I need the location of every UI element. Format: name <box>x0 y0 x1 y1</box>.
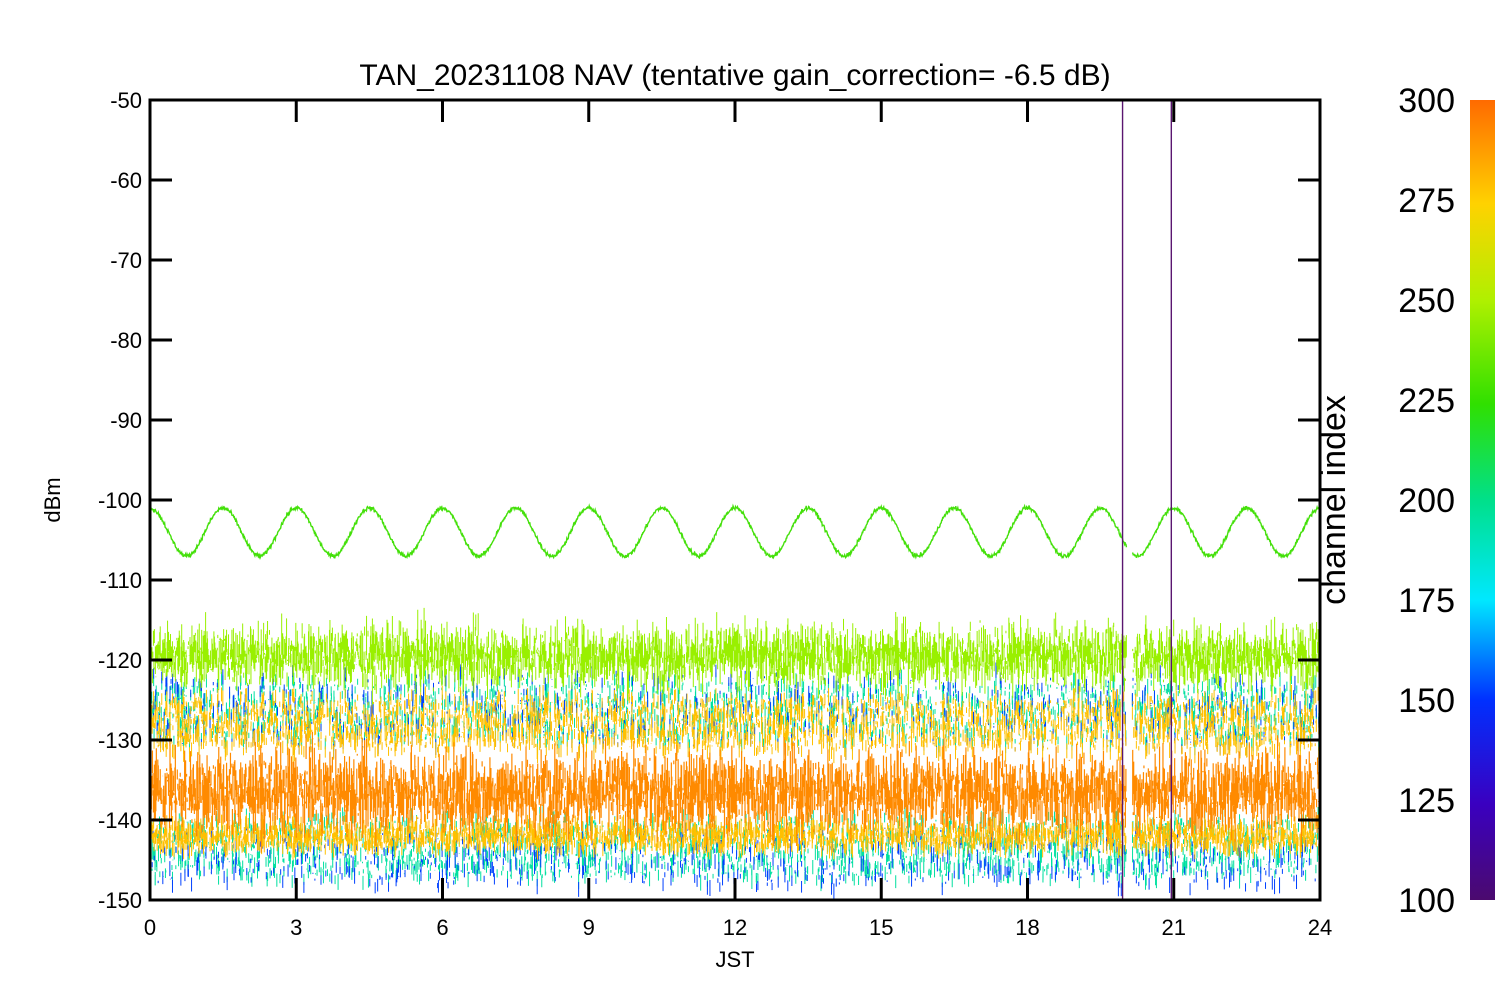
x-axis-ticks: 0 3 6 9 12 15 18 21 24 <box>144 100 1332 940</box>
colorbar-tick-label: 100 <box>1398 882 1455 920</box>
y-tick-label: -80 <box>110 328 142 353</box>
y-tick-label: -100 <box>98 488 142 513</box>
x-tick-label: 15 <box>869 915 893 940</box>
colorbar-label: channel index <box>1315 395 1353 605</box>
colorbar-tick-label: 175 <box>1398 582 1455 620</box>
y-tick-label: -150 <box>98 888 142 913</box>
y-axis-ticks: -50 -60 -70 -80 -90 -100 -110 -120 -130 -140 -150 <box>98 88 1320 913</box>
colorbar-ticks: 300 275 250 225 200 175 150 125 100 <box>1398 82 1455 920</box>
colorbar-tick-label: 250 <box>1398 282 1455 320</box>
y-tick-label: -90 <box>110 408 142 433</box>
y-tick-label: -130 <box>98 728 142 753</box>
x-tick-label: 0 <box>144 915 156 940</box>
series-ch285 <box>150 731 1320 853</box>
colorbar-tick-label: 125 <box>1398 782 1455 820</box>
colorbar-tick-label: 150 <box>1398 682 1455 720</box>
x-tick-label: 6 <box>436 915 448 940</box>
x-tick-label: 12 <box>723 915 747 940</box>
colorbar-tick-label: 225 <box>1398 382 1455 420</box>
y-tick-label: -50 <box>110 88 142 113</box>
colorbar <box>1470 100 1495 900</box>
colorbar-tick-label: 275 <box>1398 182 1455 220</box>
y-tick-label: -120 <box>98 648 142 673</box>
y-tick-label: -70 <box>110 248 142 273</box>
y-tick-label: -60 <box>110 168 142 193</box>
series-ch245-sinusoid <box>150 503 1320 561</box>
chart-title: TAN_20231108 NAV (tentative gain_correct… <box>359 59 1110 92</box>
plot-data <box>150 100 1320 900</box>
colorbar-tick-label: 300 <box>1398 82 1455 120</box>
x-tick-label: 24 <box>1308 915 1332 940</box>
x-tick-label: 18 <box>1015 915 1039 940</box>
y-axis-label: dBm <box>40 477 65 522</box>
x-axis-label: JST <box>715 947 754 972</box>
series-ch255 <box>150 607 1320 705</box>
series-ch270 <box>150 684 1320 764</box>
y-tick-label: -140 <box>98 808 142 833</box>
x-tick-label: 9 <box>583 915 595 940</box>
colorbar-tick-label: 200 <box>1398 482 1455 520</box>
x-tick-label: 3 <box>290 915 302 940</box>
series-ch270 <box>150 812 1320 860</box>
y-tick-label: -110 <box>100 568 142 593</box>
x-tick-label: 21 <box>1162 915 1186 940</box>
